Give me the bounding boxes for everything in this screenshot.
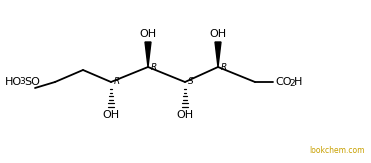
Text: R: R	[151, 62, 157, 72]
Text: S: S	[188, 77, 194, 87]
Polygon shape	[215, 42, 221, 67]
Text: SO: SO	[24, 77, 40, 87]
Text: R: R	[221, 62, 227, 72]
Text: OH: OH	[177, 110, 194, 120]
Text: OH: OH	[210, 29, 227, 39]
Text: R: R	[114, 77, 120, 87]
Text: OH: OH	[102, 110, 119, 120]
Polygon shape	[145, 42, 151, 67]
Text: H: H	[294, 77, 302, 87]
Text: lookchem.com: lookchem.com	[309, 146, 365, 155]
Text: OH: OH	[139, 29, 157, 39]
Text: 2: 2	[289, 80, 295, 89]
Text: 3: 3	[19, 77, 25, 87]
Text: HO: HO	[5, 77, 22, 87]
Text: CO: CO	[275, 77, 292, 87]
